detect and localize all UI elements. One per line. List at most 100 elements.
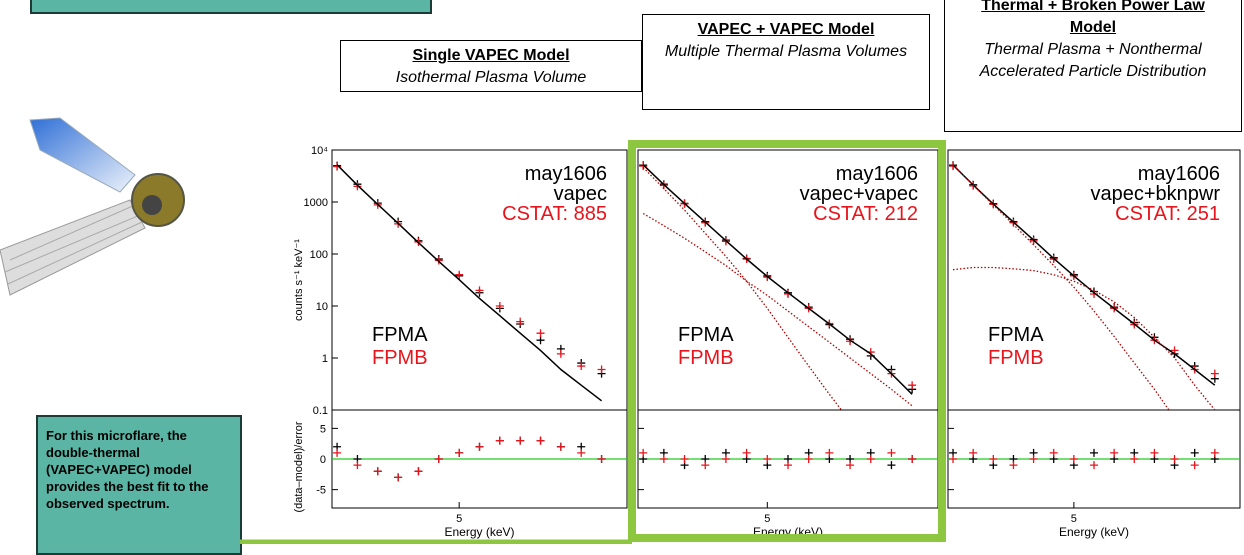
residual-point (639, 448, 648, 457)
residual-point (1069, 455, 1078, 463)
y-tick-label: 1 (322, 353, 328, 365)
model-box: Single VAPEC Model Isothermal Plasma Vol… (340, 40, 642, 92)
annotation: may1606 (525, 163, 607, 185)
residual-point (784, 461, 792, 470)
residual-point (373, 467, 382, 476)
model-line (642, 212, 913, 407)
annotation: CSTAT: 251 (1115, 203, 1220, 225)
x-tick-label: 5 (764, 513, 770, 525)
residual-point (536, 436, 545, 445)
data-point (536, 336, 545, 345)
x-tick-label: 5 (1071, 513, 1077, 525)
x-axis-label: Energy (keV) (1059, 525, 1129, 539)
annotation: vapec (554, 183, 607, 205)
residual-point (495, 436, 504, 445)
data-point (455, 270, 464, 279)
box-title: Thermal + Broken Power Law Model (981, 0, 1205, 36)
residual-point (969, 448, 978, 457)
y-tick-label: 0.1 (313, 405, 328, 417)
residual-point (1029, 455, 1038, 463)
residual-point (721, 455, 730, 463)
y-tick-label: 100 (310, 249, 328, 261)
data-point (536, 329, 545, 338)
data-point (516, 317, 525, 326)
data-point (577, 362, 586, 371)
residual-point (455, 448, 464, 457)
residual-point (701, 461, 710, 470)
residual-point (1210, 448, 1219, 457)
legend-label: FPMB (678, 347, 734, 369)
residual-point (516, 436, 525, 445)
box-subtitle: Multiple Thermal Plasma Volumes (664, 43, 908, 60)
plot-frame (947, 149, 1241, 509)
box-title: Single VAPEC Model (412, 47, 570, 64)
data-point (597, 365, 606, 374)
residual-point (475, 442, 484, 451)
data-point (475, 286, 484, 295)
legend-label: FPMA (678, 324, 734, 346)
annotation: vapec+vapec (800, 183, 918, 205)
annotation: CSTAT: 212 (813, 203, 918, 225)
r-tick-label: 0 (320, 454, 326, 466)
legend-label: FPMA (372, 324, 428, 346)
y-axis-label: counts s⁻¹ keV⁻¹ (293, 239, 305, 321)
data-point (639, 162, 648, 171)
model-line (642, 164, 913, 395)
data-point (1210, 369, 1219, 378)
residual-point (949, 455, 958, 463)
residual-point (434, 455, 443, 463)
model-line (952, 164, 1216, 386)
residual-point (825, 448, 834, 457)
annotation: vapec+bknpwr (1090, 183, 1220, 205)
residual-point (1170, 455, 1179, 463)
residual-point (577, 448, 586, 457)
residual-point (1009, 461, 1018, 470)
plot-frame (331, 149, 628, 509)
box-subtitle: Thermal Plasma + Nonthermal Accelerated … (979, 41, 1207, 80)
residual-point (556, 442, 565, 451)
residual-point (394, 473, 403, 482)
residual-point (333, 448, 342, 457)
annotation: may1606 (1138, 163, 1220, 185)
residual-point (659, 455, 668, 463)
x-tick-label: 5 (456, 513, 462, 525)
model-line (336, 164, 603, 402)
legend-label: FPMA (988, 324, 1044, 346)
legend-label: FPMB (372, 347, 428, 369)
model-box: Thermal + Broken Power Law Model Thermal… (944, 0, 1242, 132)
residual-point (763, 455, 772, 463)
highlight-frame (628, 140, 946, 542)
plot-area (639, 161, 917, 410)
y-tick-label: 1000 (304, 197, 328, 209)
residual-point (1190, 461, 1199, 470)
residual-point (887, 448, 896, 457)
residual-point (353, 461, 362, 470)
data-point (353, 182, 362, 191)
residual-point (866, 455, 875, 463)
data-point (495, 302, 504, 310)
note-box: For this microflare, the double-thermal … (36, 415, 242, 555)
r-tick-label: -5 (316, 485, 326, 497)
residual-point (414, 467, 423, 476)
r-tick-label: 5 (320, 423, 326, 435)
x-axis-label: Energy (keV) (444, 525, 514, 539)
y-tick-label: 10 (316, 301, 328, 313)
box-title: VAPEC + VAPEC Model (697, 21, 875, 38)
residual-point (1150, 448, 1159, 457)
annotation: may1606 (836, 163, 918, 185)
data-point (908, 381, 917, 390)
residual-point (1090, 461, 1098, 470)
header-box (30, 0, 432, 14)
residual-point (887, 461, 896, 470)
plot-area (949, 161, 1219, 410)
residual-point (804, 455, 813, 463)
residual-point (680, 455, 689, 463)
annotation: CSTAT: 885 (502, 203, 607, 225)
box-subtitle: Isothermal Plasma Volume (395, 69, 587, 86)
legend-label: FPMB (988, 347, 1044, 369)
residual-point (989, 455, 998, 463)
